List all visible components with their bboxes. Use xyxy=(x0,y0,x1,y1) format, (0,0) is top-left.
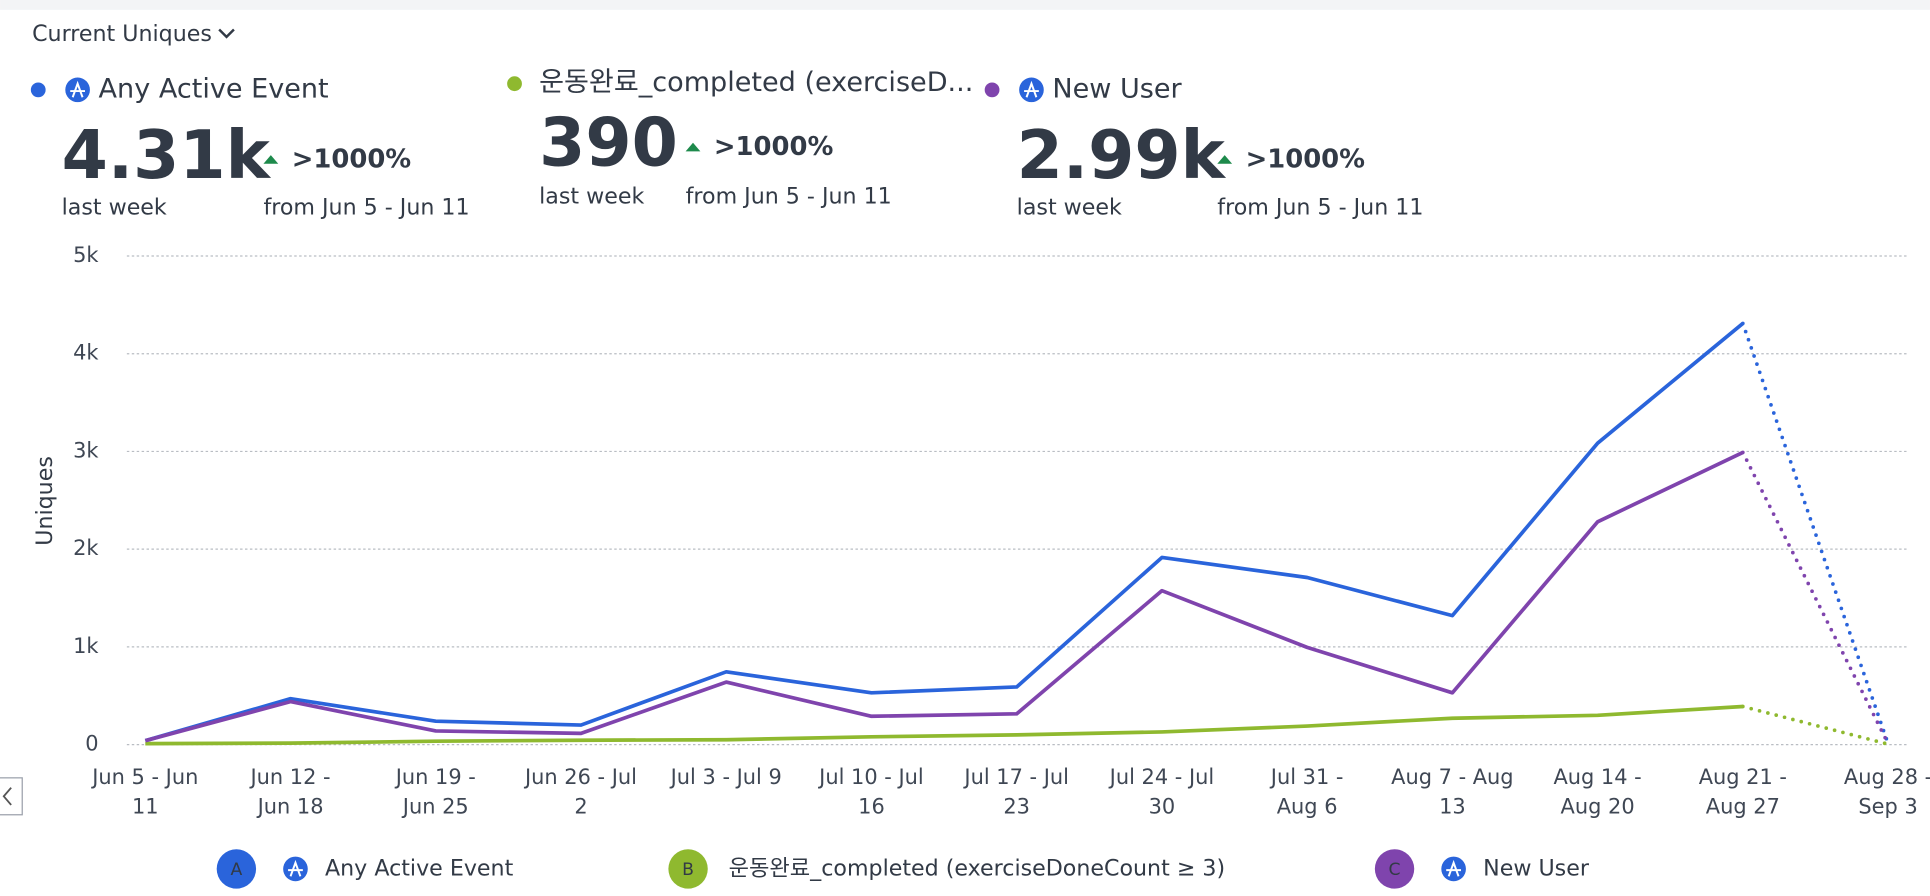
event-icon-glyph xyxy=(1024,80,1039,98)
dropdown-chevron[interactable] xyxy=(218,28,235,39)
x-tick-label: 16 xyxy=(858,794,885,818)
y-tick-label: 5k xyxy=(73,243,99,267)
x-tick-label: Aug 14 - xyxy=(1553,765,1641,789)
x-tick-label: Jul 10 - Jul xyxy=(817,765,924,789)
x-tick-label: Jul 17 - Jul xyxy=(962,765,1069,789)
card-name[interactable]: New User xyxy=(1052,73,1182,104)
legend-label[interactable]: Any Active Event xyxy=(325,855,514,881)
x-tick-label: Aug 21 - xyxy=(1699,765,1787,789)
x-tick-label: Jul 3 - Jul 9 xyxy=(669,765,782,789)
x-tick-label: Jun 25 xyxy=(401,794,469,818)
change-arrow xyxy=(1217,155,1233,164)
x-tick-label: Aug 28 - xyxy=(1844,765,1930,789)
y-axis-label: Uniques xyxy=(32,456,58,546)
card-period: last week xyxy=(539,183,644,209)
x-tick-label: Jun 5 - Jun xyxy=(90,765,198,789)
y-tick-label: 3k xyxy=(73,438,99,462)
legend-label[interactable]: 운동완료_completed (exerciseDoneCount ≥ 3) xyxy=(729,855,1225,881)
card-value: 2.99k xyxy=(1017,116,1227,194)
scroll-left-icon xyxy=(2,787,12,806)
card-change: >1000% xyxy=(714,132,834,162)
legend-label[interactable]: New User xyxy=(1483,855,1590,881)
x-tick-label: Jun 12 - xyxy=(248,765,330,789)
card-value: 4.31k xyxy=(62,116,272,194)
card-name[interactable]: 운동완료_completed (exerciseD... xyxy=(539,67,973,98)
scroll-left[interactable] xyxy=(0,777,23,816)
x-tick-label: Jun 19 - xyxy=(394,765,476,789)
x-tick-label: Aug 20 xyxy=(1561,794,1635,818)
series-dot xyxy=(984,82,1000,98)
event-icon xyxy=(1441,856,1466,882)
top-bar xyxy=(0,0,1930,10)
card-period: last week xyxy=(62,195,167,221)
series-line-partial xyxy=(1741,321,1890,746)
x-tick-label: Sep 3 xyxy=(1858,794,1917,818)
event-icon-glyph xyxy=(1446,859,1461,877)
card-name[interactable]: Any Active Event xyxy=(99,73,329,104)
legend-badge[interactable] xyxy=(216,849,257,889)
card-compare: from Jun 5 - Jun 11 xyxy=(263,195,469,221)
card-change: >1000% xyxy=(292,144,412,174)
series-dot xyxy=(30,82,46,98)
event-icon xyxy=(65,77,90,103)
x-tick-label: 23 xyxy=(1003,794,1030,818)
x-tick-label: Aug 7 - Aug xyxy=(1391,765,1513,789)
x-tick-label: 13 xyxy=(1439,794,1466,818)
legend-badge[interactable] xyxy=(668,849,708,889)
series-line xyxy=(145,704,1743,746)
card-value: 390 xyxy=(539,104,678,182)
series-line xyxy=(144,322,1745,743)
x-tick-label: Aug 6 xyxy=(1277,794,1338,818)
event-icon-glyph xyxy=(70,80,86,98)
x-tick-label: 2 xyxy=(574,794,587,818)
legend-letter: B xyxy=(682,860,694,880)
card-period: last week xyxy=(1017,195,1122,221)
x-tick-label: Jul 31 - xyxy=(1269,765,1344,789)
event-icon xyxy=(1019,77,1044,103)
card-compare: from Jun 5 - Jun 11 xyxy=(686,183,892,209)
y-tick-label: 0 xyxy=(85,732,98,756)
series-line-partial xyxy=(1741,450,1890,746)
legend-letter: A xyxy=(230,860,242,880)
change-arrow xyxy=(263,155,279,164)
y-tick-label: 1k xyxy=(73,634,99,658)
x-tick-label: Aug 27 xyxy=(1706,794,1780,818)
metric-select[interactable]: Current Uniques xyxy=(32,21,212,47)
legend-badge[interactable] xyxy=(1374,849,1415,889)
x-tick-label: Jun 26 - Jul xyxy=(523,765,637,789)
legend-letter: C xyxy=(1389,860,1401,880)
y-tick-label: 2k xyxy=(73,536,99,560)
x-tick-label: 11 xyxy=(132,794,159,818)
y-tick-label: 4k xyxy=(73,341,99,365)
card-compare: from Jun 5 - Jun 11 xyxy=(1217,195,1423,221)
x-tick-label: 30 xyxy=(1149,794,1176,818)
event-icon xyxy=(283,856,308,882)
x-tick-label: Jun 18 xyxy=(256,794,324,818)
series-dot xyxy=(507,76,522,92)
x-tick-label: Jul 24 - Jul xyxy=(1108,765,1215,789)
change-arrow xyxy=(685,142,701,152)
card-change: >1000% xyxy=(1246,144,1366,174)
series-line xyxy=(144,450,1744,743)
series-line-partial xyxy=(1741,704,1890,746)
event-icon-glyph xyxy=(288,859,303,877)
